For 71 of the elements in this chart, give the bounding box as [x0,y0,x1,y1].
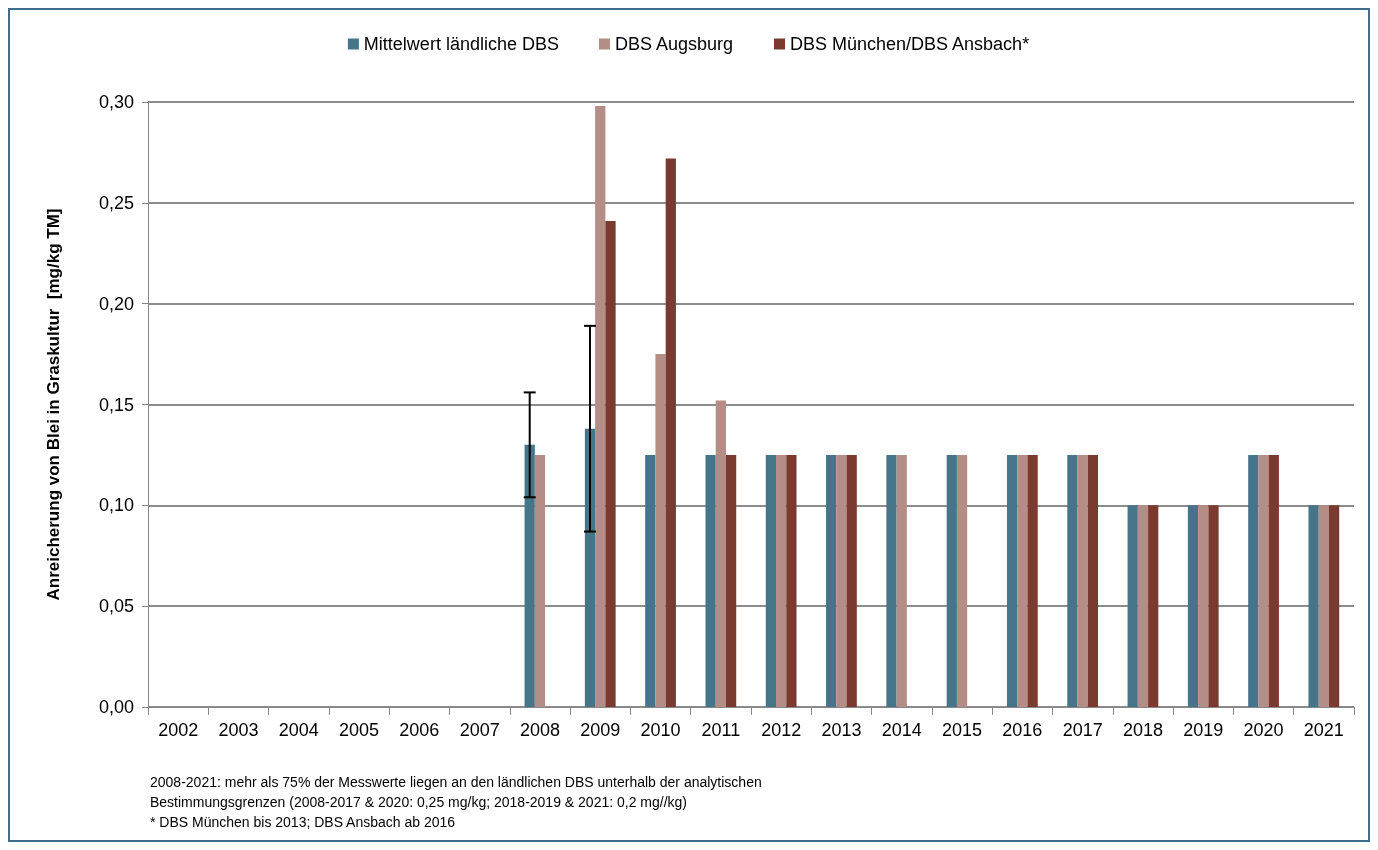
text: 2008-2021: mehr als 75% der Messwerte liegen an den ländlichen DBS unterhalb der analytischen Bestimmungsgrenzen (2008-2017 & 2020: 0,25 mg/kg; 2018-2019 & 2021: 0,2 mg//kg) [150,774,766,810]
bar [786,454,797,707]
bar [605,220,616,707]
bar [836,454,847,707]
x-tick-label: 2005 [339,720,380,740]
y-tick-label: 0,10 [98,495,134,516]
x-tick-label: 2019 [1183,720,1224,740]
bar [1127,505,1138,707]
bar [946,454,957,707]
bar [655,354,666,707]
bar [826,454,837,707]
bar [1248,454,1259,707]
bar [1318,505,1329,707]
x-tick-label: 2018 [1122,720,1163,740]
bar [1148,505,1159,707]
bar [1328,505,1340,707]
x-tick-label: 2010 [640,720,681,740]
bar [1187,505,1199,707]
bar [1067,454,1078,707]
bar [534,454,546,707]
x-tick-label: 2008 [519,720,560,740]
y-tick-label: 0,05 [98,596,134,617]
bar [1198,505,1209,707]
text: * DBS München bis 2013; DBS Ansbach ab 2016 [150,814,456,830]
bar [896,454,907,707]
x-tick-label: 2003 [218,720,259,740]
bar [1268,454,1279,707]
legend-label: DBS München/DBS Ansbach* [790,34,1030,54]
x-tick-label: 2006 [399,720,440,740]
bar [1087,454,1099,707]
bar [956,454,968,707]
bar [1006,454,1018,707]
bar [765,454,777,707]
x-tick-label: 2002 [158,720,199,740]
y-tick-label: 0,15 [98,394,134,415]
x-tick-label: 2011 [701,720,741,740]
bar [776,454,787,707]
bar [846,454,857,707]
bar [595,106,606,707]
x-tick-label: 2020 [1243,720,1284,740]
bar [705,454,716,707]
bar [1077,454,1088,707]
bar [1258,454,1269,707]
bar [665,158,676,707]
bar [1017,454,1028,707]
bar [1137,505,1149,707]
y-tick-label: 0,25 [98,192,134,213]
x-tick-label: 2021 [1303,720,1344,740]
x-tick-label: 2012 [761,720,802,740]
x-tick-label: 2009 [580,720,621,740]
bar [715,400,726,707]
bar [725,454,737,707]
bar [1308,505,1319,707]
y-tick-label: 0,20 [98,293,134,314]
y-tick-label: 0,30 [98,92,134,112]
bar [1208,505,1219,707]
x-tick-label: 2014 [881,720,922,740]
x-tick-label: 2007 [459,720,500,740]
x-tick-label: 2016 [1002,720,1043,740]
x-tick-label: 2013 [821,720,862,740]
bar [524,444,535,707]
legend-label: DBS Augsburg [614,34,734,54]
bar [1027,454,1038,707]
x-tick-label: 2004 [278,720,319,740]
x-tick-label: 2017 [1062,720,1103,740]
bar [886,454,897,707]
y-axis-title: Anreicherung von Blei in Graskultur [mg/kg TM] [44,208,63,601]
legend-label: Mittelwert ländliche DBS [363,34,559,54]
bar [645,454,656,707]
y-tick-label: 0,00 [98,697,134,717]
x-tick-label: 2015 [942,720,983,740]
